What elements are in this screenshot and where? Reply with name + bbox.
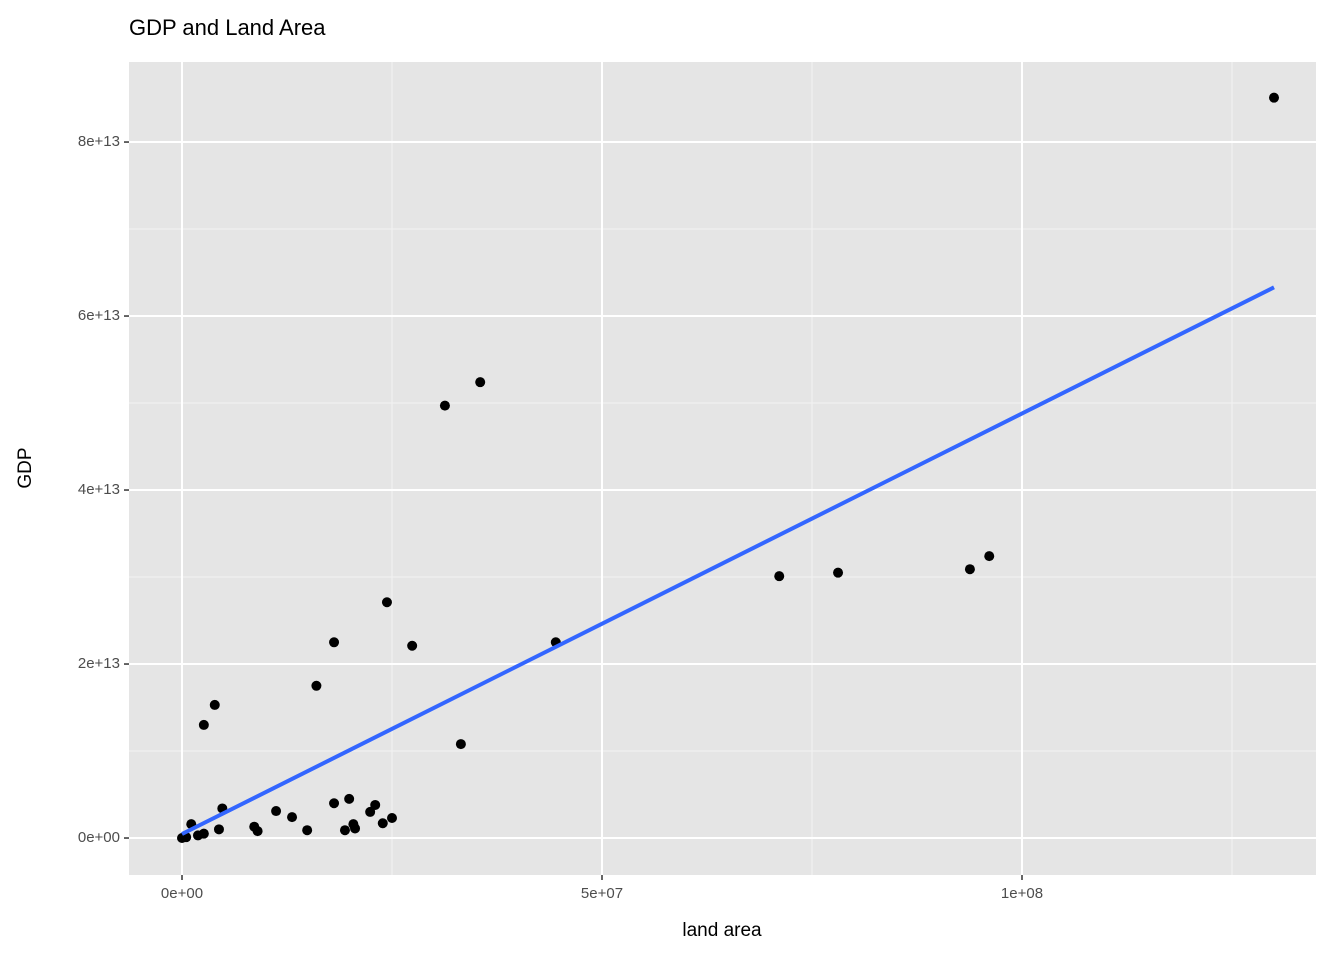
y-tick-label: 2e+13 <box>78 655 120 672</box>
x-tick-label: 0e+00 <box>161 885 203 902</box>
point <box>381 597 392 608</box>
y-tick-label: 6e+13 <box>78 307 120 324</box>
point <box>455 739 466 750</box>
panel <box>129 62 1316 875</box>
y-tick-label: 0e+00 <box>78 829 120 846</box>
point <box>287 812 298 823</box>
point <box>984 551 995 562</box>
point <box>439 400 450 411</box>
point <box>365 806 376 817</box>
point <box>774 571 785 582</box>
y-tick-label: 4e+13 <box>78 481 120 498</box>
point <box>198 719 209 730</box>
x-axis-label: land area <box>682 920 762 941</box>
point <box>350 823 361 834</box>
trend-line <box>181 285 1275 836</box>
x-tick-label: 5e+07 <box>581 885 623 902</box>
point <box>213 824 224 835</box>
point <box>311 680 322 691</box>
point <box>475 377 486 388</box>
point <box>271 806 282 817</box>
point <box>329 798 340 809</box>
point <box>1269 92 1280 103</box>
point <box>377 818 388 829</box>
y-tick-label: 8e+13 <box>78 133 120 150</box>
point <box>209 699 220 710</box>
x-tick-label: 1e+08 <box>1001 885 1043 902</box>
point <box>344 793 355 804</box>
point <box>407 640 418 651</box>
point <box>964 564 975 575</box>
point <box>370 799 381 810</box>
point <box>302 825 313 836</box>
point <box>387 813 398 824</box>
point <box>833 567 844 578</box>
chart-title: GDP and Land Area <box>129 15 326 40</box>
point <box>339 825 350 836</box>
point <box>198 828 209 839</box>
y-axis-label: GDP <box>15 447 36 488</box>
point <box>252 826 263 837</box>
point <box>329 637 340 648</box>
